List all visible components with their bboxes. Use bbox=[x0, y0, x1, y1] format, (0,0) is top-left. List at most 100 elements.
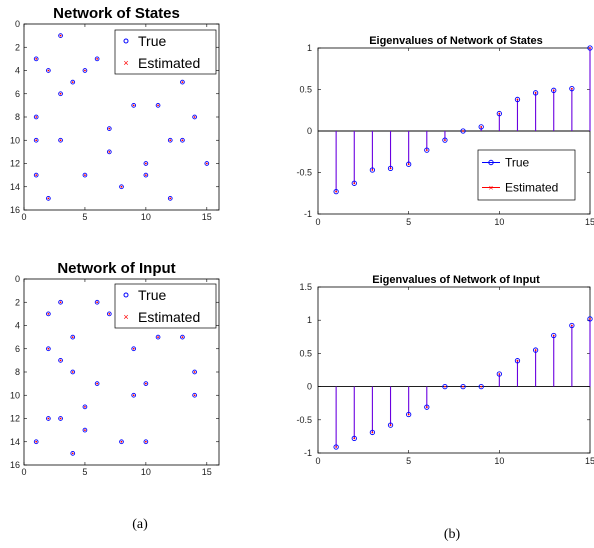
y-tick-label: 0.5 bbox=[299, 85, 312, 95]
legend-label: Estimated bbox=[505, 181, 558, 195]
true-stem-marker bbox=[569, 322, 575, 329]
estimated-stem-marker bbox=[371, 431, 374, 434]
true-point bbox=[46, 346, 51, 352]
true-point bbox=[119, 439, 124, 445]
x-tick-label: 10 bbox=[141, 467, 151, 477]
true-stem-marker bbox=[369, 167, 376, 173]
estimated-point bbox=[71, 371, 74, 373]
estimated-stem-marker bbox=[534, 91, 537, 94]
true-stem-marker bbox=[406, 411, 412, 418]
true-point bbox=[143, 172, 149, 178]
true-point bbox=[155, 334, 161, 340]
estimated-stem-marker bbox=[335, 190, 338, 193]
true-point bbox=[94, 56, 100, 62]
estimated-point bbox=[120, 185, 123, 188]
true-stem-marker bbox=[333, 188, 339, 195]
true-point bbox=[167, 196, 173, 201]
x-tick-label: 5 bbox=[406, 217, 411, 227]
true-stem-marker bbox=[587, 316, 593, 322]
true-stem-marker bbox=[587, 45, 593, 51]
x-tick-label: 10 bbox=[494, 217, 504, 227]
true-stem-marker bbox=[442, 137, 448, 143]
estimated-point bbox=[59, 92, 62, 95]
y-tick-label: 16 bbox=[10, 205, 20, 215]
true-stem-marker bbox=[333, 444, 339, 450]
y-tick-label: -0.5 bbox=[296, 168, 312, 178]
estimated-point bbox=[169, 197, 172, 200]
true-stem-marker bbox=[496, 371, 502, 377]
true-point bbox=[58, 91, 63, 97]
true-stem-marker bbox=[369, 429, 376, 436]
true-point bbox=[204, 161, 210, 166]
legend-estimated-marker: × bbox=[123, 58, 128, 68]
chart-title: Network of Input bbox=[57, 260, 175, 277]
true-stem-marker bbox=[478, 383, 484, 390]
true-point bbox=[82, 172, 88, 178]
estimated-stem-marker bbox=[552, 334, 555, 337]
estimated-point bbox=[35, 174, 38, 177]
legend-label: True bbox=[138, 287, 166, 303]
legend-label: True bbox=[505, 156, 530, 170]
estimated-stem-marker bbox=[516, 98, 519, 101]
legend-box bbox=[114, 29, 217, 75]
estimated-point bbox=[59, 301, 62, 304]
legend-estimated-marker: × bbox=[489, 184, 494, 193]
true-point bbox=[58, 33, 63, 38]
true-stem-marker bbox=[387, 165, 394, 172]
true-point bbox=[58, 137, 63, 143]
true-stem-marker bbox=[514, 358, 521, 364]
scatter-panel-0: Network of States 0 5 10 15 0 2 4 6 8 10 12 14 16 True… bbox=[10, 5, 220, 222]
true-point bbox=[143, 439, 149, 445]
true-point bbox=[131, 346, 137, 352]
x-tick-label: 0 bbox=[21, 212, 26, 222]
y-tick-label: 0 bbox=[307, 382, 312, 392]
y-tick-label: 2 bbox=[15, 42, 20, 52]
y-tick-label: 0 bbox=[15, 19, 20, 29]
estimated-point bbox=[84, 174, 86, 177]
y-tick-label: 4 bbox=[15, 321, 20, 331]
estimated-point bbox=[169, 139, 172, 142]
estimated-point bbox=[35, 57, 38, 60]
estimated-stem-marker bbox=[516, 359, 519, 362]
estimated-point bbox=[59, 34, 62, 37]
x-tick-label: 5 bbox=[82, 212, 87, 222]
estimated-stem-marker bbox=[480, 385, 483, 388]
estimated-point bbox=[144, 174, 147, 177]
estimated-point bbox=[59, 417, 62, 420]
y-tick-label: -1 bbox=[304, 448, 312, 458]
true-point bbox=[180, 334, 185, 340]
estimated-stem-marker bbox=[534, 349, 537, 351]
true-point bbox=[58, 416, 63, 421]
true-stem-marker bbox=[496, 110, 502, 117]
legend-estimated-marker: × bbox=[123, 312, 128, 322]
true-point bbox=[131, 392, 137, 398]
legend-true-marker bbox=[488, 159, 494, 166]
estimated-point bbox=[144, 440, 147, 443]
y-tick-label: 12 bbox=[10, 159, 20, 169]
x-tick-label: 5 bbox=[406, 456, 411, 466]
scatter-panel-1: Network of Input 0 5 10 15 0 2 4 6 8 10 12 14 16 True ×… bbox=[10, 260, 220, 477]
true-point bbox=[131, 103, 137, 108]
y-tick-label: 6 bbox=[15, 344, 20, 354]
legend: True × Estimated bbox=[114, 283, 217, 329]
true-point bbox=[180, 79, 185, 85]
y-tick-label: -0.5 bbox=[296, 415, 312, 425]
y-tick-label: 8 bbox=[15, 367, 20, 377]
estimated-point bbox=[35, 440, 38, 443]
true-stem-marker bbox=[460, 128, 466, 134]
estimated-stem-marker bbox=[444, 139, 446, 142]
estimated-point bbox=[84, 405, 86, 408]
true-point bbox=[70, 369, 76, 375]
estimated-point bbox=[144, 382, 147, 385]
y-tick-label: 10 bbox=[10, 390, 20, 400]
estimated-point bbox=[84, 69, 86, 72]
estimated-point bbox=[132, 347, 135, 350]
true-point bbox=[33, 114, 39, 120]
y-tick-label: 0 bbox=[307, 126, 312, 136]
x-tick-label: 0 bbox=[315, 456, 320, 466]
true-stem-marker bbox=[442, 383, 448, 390]
estimated-point bbox=[157, 104, 159, 107]
true-stem-marker bbox=[424, 147, 430, 153]
true-stem-marker bbox=[551, 87, 557, 93]
